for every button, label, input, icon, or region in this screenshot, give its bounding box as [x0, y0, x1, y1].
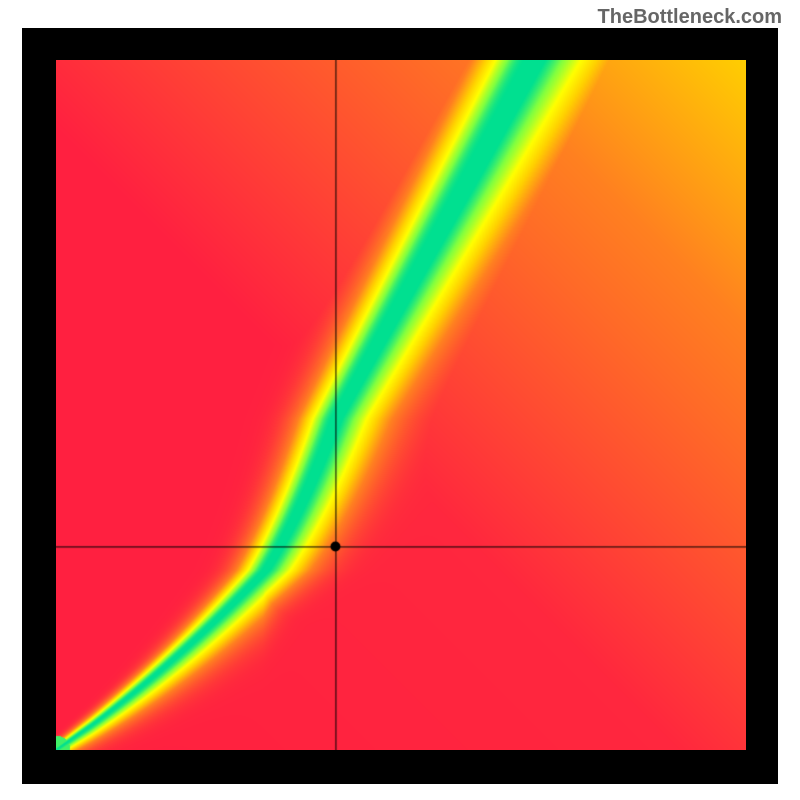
- bottleneck-heatmap: [56, 60, 746, 750]
- watermark-text: TheBottleneck.com: [598, 6, 782, 29]
